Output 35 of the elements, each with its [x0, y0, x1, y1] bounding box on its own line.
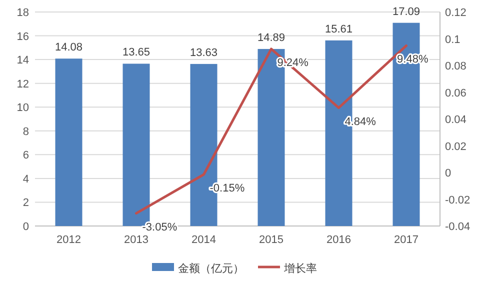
legend-label: 金额（亿元） — [178, 262, 244, 275]
y-tick-label: 18 — [16, 7, 29, 19]
y2-tick-label: -0.04 — [445, 221, 470, 233]
data-label: -3.05% — [142, 221, 178, 234]
y-tick-label: 2 — [22, 197, 29, 210]
data-label: 17.09 — [392, 6, 420, 18]
y2-tick-label: 0.06 — [445, 87, 466, 100]
y2-tick-label: 0.04 — [445, 114, 466, 126]
legend-label: 增长率 — [283, 262, 317, 275]
data-label: 15.61 — [324, 23, 353, 36]
data-label: 14.89 — [257, 32, 286, 44]
y2-tick-label: 0.02 — [445, 140, 466, 153]
y-tick-label: 6 — [22, 150, 29, 162]
y-tick-label: 8 — [22, 126, 29, 138]
y-tick-label: 16 — [16, 30, 29, 43]
y2-tick-label: 0.08 — [445, 60, 466, 72]
y-tick-label: 0 — [22, 221, 29, 233]
y2-tick-label: 0 — [445, 168, 452, 180]
x-tick-label: 2012 — [56, 234, 81, 246]
y2-tick-label: 0.12 — [445, 7, 466, 19]
bar — [55, 58, 82, 226]
x-tick-label: 2014 — [192, 234, 216, 246]
x-tick-label: 2013 — [124, 234, 148, 246]
y2-tick-label: 0.1 — [445, 34, 460, 46]
data-label: 13.63 — [190, 46, 218, 59]
y-tick-label: 14 — [16, 54, 29, 67]
y2-tick-label: -0.02 — [445, 194, 470, 206]
y-tick-label: 12 — [16, 78, 29, 90]
data-label: 13.65 — [122, 46, 150, 59]
x-tick-label: 2016 — [326, 234, 351, 246]
x-tick-label: 2015 — [259, 234, 284, 246]
data-label: 14.08 — [54, 42, 83, 54]
y-tick-label: 10 — [16, 102, 29, 114]
y-tick-label: 4 — [22, 173, 29, 186]
x-tick-label: 2017 — [394, 234, 418, 246]
